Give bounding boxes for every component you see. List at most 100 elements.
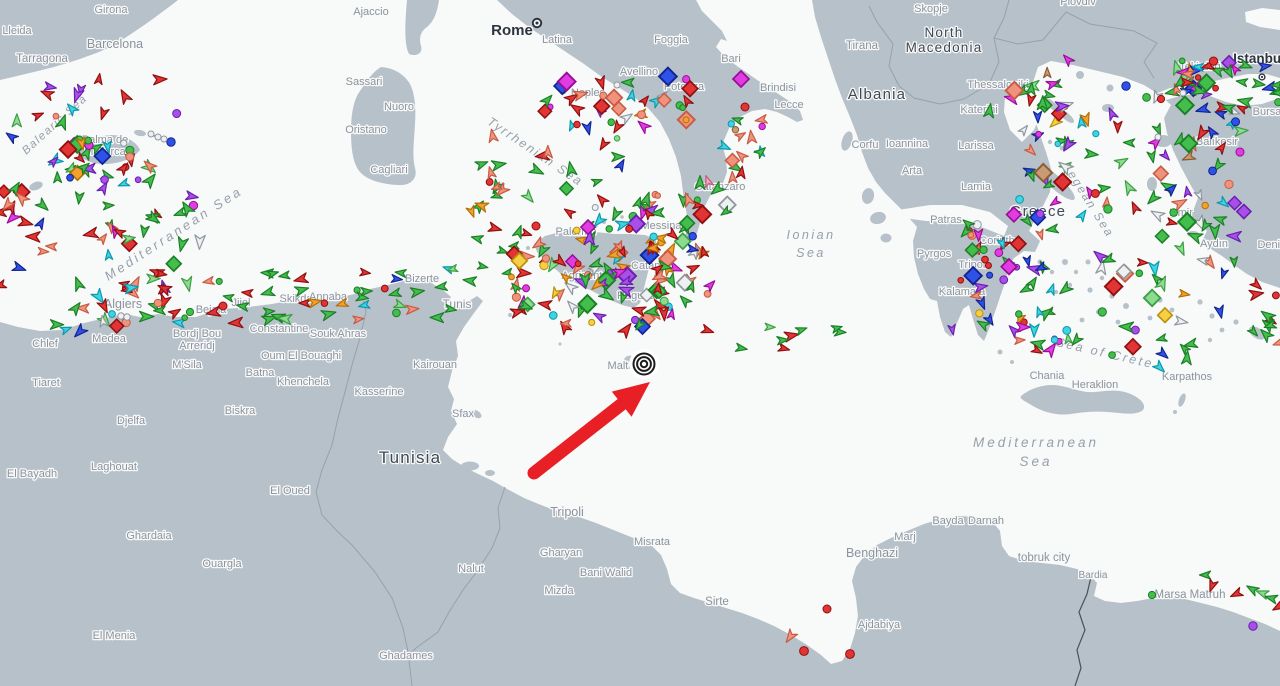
ship-marker[interactable] [1015, 194, 1024, 204]
ship-marker[interactable] [1195, 102, 1211, 116]
ship-marker[interactable] [579, 218, 597, 236]
ship-marker[interactable] [34, 197, 51, 214]
ship-marker[interactable] [485, 178, 494, 186]
ship-marker[interactable] [597, 286, 617, 305]
ship-marker[interactable] [1178, 342, 1192, 356]
ship-marker[interactable] [145, 210, 163, 227]
ship-marker[interactable] [1192, 214, 1209, 232]
ship-marker[interactable] [490, 181, 503, 192]
ship-marker[interactable] [1212, 84, 1219, 92]
ship-marker[interactable] [141, 158, 158, 174]
ship-marker[interactable] [542, 144, 554, 159]
ship-marker[interactable] [541, 254, 551, 263]
ship-marker[interactable] [686, 262, 701, 275]
ship-marker[interactable] [1095, 259, 1108, 276]
ship-marker[interactable] [185, 307, 195, 317]
ship-marker[interactable] [446, 263, 459, 273]
ship-marker[interactable] [734, 148, 749, 164]
ship-marker[interactable] [98, 314, 109, 328]
ship-marker[interactable] [494, 182, 511, 199]
ship-marker[interactable] [735, 165, 746, 180]
ship-marker[interactable] [552, 253, 569, 269]
ship-marker[interactable] [1206, 578, 1219, 593]
ship-marker[interactable] [93, 72, 103, 86]
ship-marker[interactable] [172, 206, 188, 219]
ship-marker[interactable] [1113, 120, 1123, 134]
ship-marker[interactable] [1147, 590, 1157, 600]
ship-marker[interactable] [632, 196, 644, 210]
ship-marker[interactable] [724, 152, 741, 169]
ship-marker[interactable] [1056, 158, 1075, 176]
ship-marker[interactable] [509, 281, 523, 295]
ship-marker[interactable] [650, 268, 668, 284]
ship-marker[interactable] [184, 190, 199, 202]
ship-marker[interactable] [1060, 136, 1077, 154]
ship-marker[interactable] [1064, 332, 1073, 345]
ship-marker[interactable] [1190, 83, 1208, 97]
ship-marker[interactable] [638, 94, 651, 108]
ship-marker[interactable] [17, 215, 34, 229]
ship-marker[interactable] [556, 71, 577, 92]
ship-marker[interactable] [1201, 201, 1209, 210]
ship-marker[interactable] [635, 118, 652, 135]
ship-marker[interactable] [1033, 162, 1054, 183]
ship-marker[interactable] [260, 312, 277, 327]
ship-marker[interactable] [1183, 337, 1199, 350]
ship-marker[interactable] [510, 251, 529, 270]
ship-marker[interactable] [1029, 323, 1040, 338]
ship-marker[interactable] [617, 320, 635, 339]
ship-marker[interactable] [663, 272, 679, 290]
ship-marker[interactable] [1169, 208, 1178, 217]
ship-marker[interactable] [102, 140, 113, 154]
ship-marker[interactable] [81, 162, 97, 174]
ship-marker[interactable] [975, 317, 991, 332]
ship-marker[interactable] [1004, 80, 1025, 101]
ship-marker[interactable] [1205, 124, 1219, 140]
ship-marker[interactable] [528, 162, 546, 178]
ship-marker[interactable] [96, 180, 111, 196]
ship-marker[interactable] [972, 220, 982, 230]
ship-marker[interactable] [66, 173, 74, 182]
ship-marker[interactable] [610, 100, 627, 117]
ship-marker[interactable] [1148, 260, 1161, 277]
ship-marker[interactable] [649, 232, 658, 241]
ship-marker[interactable] [1149, 272, 1164, 286]
ship-marker[interactable] [590, 176, 603, 188]
ship-marker[interactable] [82, 226, 100, 240]
ship-marker[interactable] [1258, 307, 1277, 325]
ship-marker[interactable] [1198, 570, 1212, 580]
ship-marker[interactable] [1191, 62, 1205, 72]
ship-marker[interactable] [746, 129, 758, 145]
ship-marker[interactable] [563, 90, 580, 107]
ship-marker[interactable] [1194, 124, 1211, 142]
ship-marker[interactable] [31, 110, 45, 122]
ship-marker[interactable] [727, 120, 735, 128]
ship-marker[interactable] [665, 227, 681, 243]
ship-marker[interactable] [1186, 229, 1204, 245]
ship-marker[interactable] [605, 225, 613, 233]
ship-marker[interactable] [678, 214, 696, 232]
ship-marker[interactable] [1152, 165, 1170, 182]
ship-marker[interactable] [708, 180, 726, 199]
ship-marker[interactable] [138, 310, 155, 323]
ship-marker[interactable] [960, 217, 976, 231]
ship-marker[interactable] [496, 245, 509, 256]
ship-marker[interactable] [1013, 336, 1026, 345]
ship-marker[interactable] [1208, 56, 1219, 66]
ship-marker[interactable] [84, 136, 93, 145]
ship-marker[interactable] [597, 137, 611, 152]
ship-marker[interactable] [54, 113, 71, 131]
ship-marker[interactable] [559, 271, 573, 284]
ship-marker[interactable] [1025, 81, 1036, 96]
ship-marker[interactable] [487, 221, 503, 234]
ship-marker[interactable] [681, 79, 699, 98]
ship-marker[interactable] [141, 171, 159, 190]
ship-marker[interactable] [1142, 288, 1162, 308]
ship-marker[interactable] [97, 106, 110, 121]
ship-marker[interactable] [1274, 98, 1280, 107]
ship-marker[interactable] [462, 275, 478, 287]
ship-marker[interactable] [572, 88, 589, 102]
ship-marker[interactable] [444, 303, 458, 314]
ship-marker[interactable] [154, 133, 162, 141]
ship-marker[interactable] [1135, 269, 1144, 278]
